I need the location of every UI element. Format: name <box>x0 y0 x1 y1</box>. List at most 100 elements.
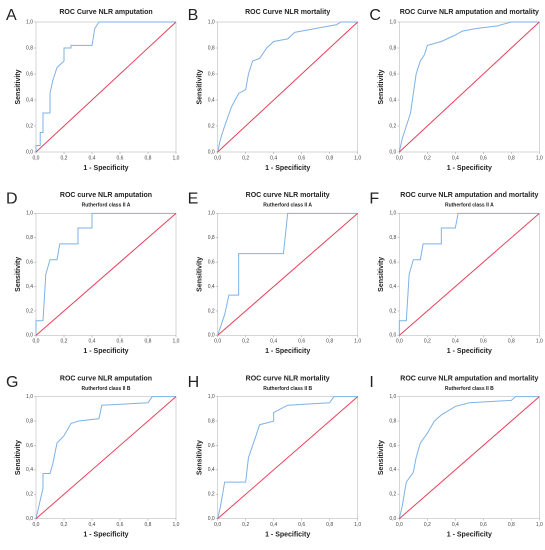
y-tick-label: 1,0 <box>26 394 33 400</box>
roc-line <box>398 212 540 336</box>
x-tick-label: 0,6 <box>117 155 124 161</box>
x-tick-label: 0,6 <box>117 339 124 345</box>
x-tick-label: 0,4 <box>452 155 459 161</box>
x-tick-label: 0,6 <box>480 155 487 161</box>
y-tick-label: 0,8 <box>208 418 215 424</box>
x-tick-label: 0,4 <box>270 339 277 345</box>
x-axis-label: 1 - Specificity <box>83 348 128 355</box>
roc-line <box>398 21 540 153</box>
x-tick-label: 0,4 <box>89 155 96 161</box>
y-tick-label: 1,0 <box>208 19 215 25</box>
x-axis-label: 1 - Specificity <box>265 165 310 172</box>
y-tick-label: 0,0 <box>26 333 33 339</box>
y-tick-label: 0,6 <box>389 443 396 449</box>
x-tick-label: 0,8 <box>326 522 333 528</box>
x-tick-label: 0,2 <box>61 522 68 528</box>
panel-letter: B <box>188 7 199 24</box>
x-tick-label: 1,0 <box>173 522 180 528</box>
x-tick-label: 0,8 <box>326 155 333 161</box>
y-tick-label: 0,4 <box>389 467 396 473</box>
x-tick-label: 0,8 <box>508 522 515 528</box>
panel-letter: F <box>369 191 379 208</box>
y-tick-label: 0,2 <box>208 123 215 129</box>
chart-subtitle: Rutherford class II B <box>263 386 312 392</box>
x-axis-label: 1 - Specificity <box>447 532 492 539</box>
x-axis-label: 1 - Specificity <box>265 348 310 355</box>
panel: C ROC Curve NLR amputation and mortality 0… <box>369 7 543 172</box>
y-axis-label: Sensitivity <box>378 440 385 475</box>
x-tick-label: 0,0 <box>214 522 221 528</box>
plot-frame <box>217 396 358 519</box>
panel: D ROC curve NLR amputation Rutherford clas… <box>6 191 180 356</box>
chart-subtitle: Rutherford class II A <box>82 203 131 209</box>
panel-letter: A <box>6 7 17 24</box>
roc-line <box>399 212 540 336</box>
x-tick-label: 0,6 <box>480 339 487 345</box>
x-tick-label: 0,0 <box>33 522 40 528</box>
panel: H ROC curve NLR mortality Rutherford class… <box>188 374 362 539</box>
y-tick-label: 0,8 <box>208 45 215 51</box>
x-axis-label: 1 - Specificity <box>83 165 128 172</box>
y-axis-label: Sensitivity <box>197 69 204 104</box>
chart-subtitle: Rutherford class II A <box>445 203 494 209</box>
y-tick-label: 0,0 <box>208 516 215 522</box>
y-axis-label: Sensitivity <box>15 69 22 104</box>
roc-line <box>35 21 177 153</box>
y-tick-label: 0,4 <box>26 97 33 103</box>
y-tick-label: 0,8 <box>26 45 33 51</box>
x-tick-label: 1,0 <box>536 155 543 161</box>
roc-line <box>35 212 177 336</box>
roc-line <box>398 21 540 153</box>
y-tick-label: 0,8 <box>389 418 396 424</box>
roc-line <box>35 212 176 336</box>
y-axis-label: Sensitivity <box>197 440 204 475</box>
y-tick-label: 0,8 <box>389 45 396 51</box>
x-tick-label: 1,0 <box>536 522 543 528</box>
y-tick-label: 0,2 <box>26 123 33 129</box>
chart-subtitle: Rutherford class II B <box>445 386 494 392</box>
chart-title: ROC curve NLR mortality <box>246 376 330 383</box>
chart-title: ROC Curve NLR mortality <box>245 9 330 16</box>
y-tick-label: 1,0 <box>389 19 396 25</box>
x-axis-label: 1 - Specificity <box>447 165 492 172</box>
y-tick-label: 0,8 <box>208 235 215 241</box>
roc-line <box>398 396 540 519</box>
plot-frame <box>399 21 540 153</box>
y-tick-label: 0,8 <box>26 235 33 241</box>
panel-letter: D <box>6 191 18 208</box>
x-tick-label: 0,6 <box>298 155 305 161</box>
x-tick-label: 0,4 <box>270 155 277 161</box>
y-tick-label: 0,0 <box>26 149 33 155</box>
x-tick-label: 1,0 <box>354 522 361 528</box>
roc-line <box>217 21 358 153</box>
y-tick-label: 0,0 <box>208 149 215 155</box>
y-axis-label: Sensitivity <box>15 440 22 475</box>
chart-subtitle: Rutherford class II B <box>82 386 131 392</box>
x-tick-label: 0,2 <box>242 522 249 528</box>
x-tick-label: 0,0 <box>396 522 403 528</box>
chart-title: ROC Curve NLR amputation and mortality <box>400 9 539 16</box>
y-tick-label: 0,6 <box>26 259 33 265</box>
y-tick-label: 0,4 <box>208 467 215 473</box>
y-tick-label: 1,0 <box>26 19 33 25</box>
y-tick-label: 0,2 <box>208 492 215 498</box>
roc-line <box>217 21 359 153</box>
x-tick-label: 0,4 <box>270 522 277 528</box>
y-axis-label: Sensitivity <box>197 257 204 292</box>
y-tick-label: 0,2 <box>389 123 396 129</box>
panel: B ROC Curve NLR mortality 0,0 0,2 0,4 0,6 0,8 1… <box>188 7 362 172</box>
x-tick-label: 0,0 <box>33 155 40 161</box>
y-tick-label: 0,6 <box>208 443 215 449</box>
x-tick-label: 0,8 <box>508 339 515 345</box>
y-tick-label: 0,6 <box>26 71 33 77</box>
roc-line <box>399 396 540 520</box>
x-tick-label: 0,0 <box>214 155 221 161</box>
y-tick-label: 0,4 <box>26 284 33 290</box>
panel-letter: G <box>6 374 18 391</box>
x-tick-label: 0,8 <box>145 155 152 161</box>
y-tick-label: 0,0 <box>389 516 396 522</box>
x-tick-label: 1,0 <box>173 339 180 345</box>
y-tick-label: 0,0 <box>26 516 33 522</box>
panel: G ROC curve NLR amputation Rutherford clas… <box>6 374 180 539</box>
